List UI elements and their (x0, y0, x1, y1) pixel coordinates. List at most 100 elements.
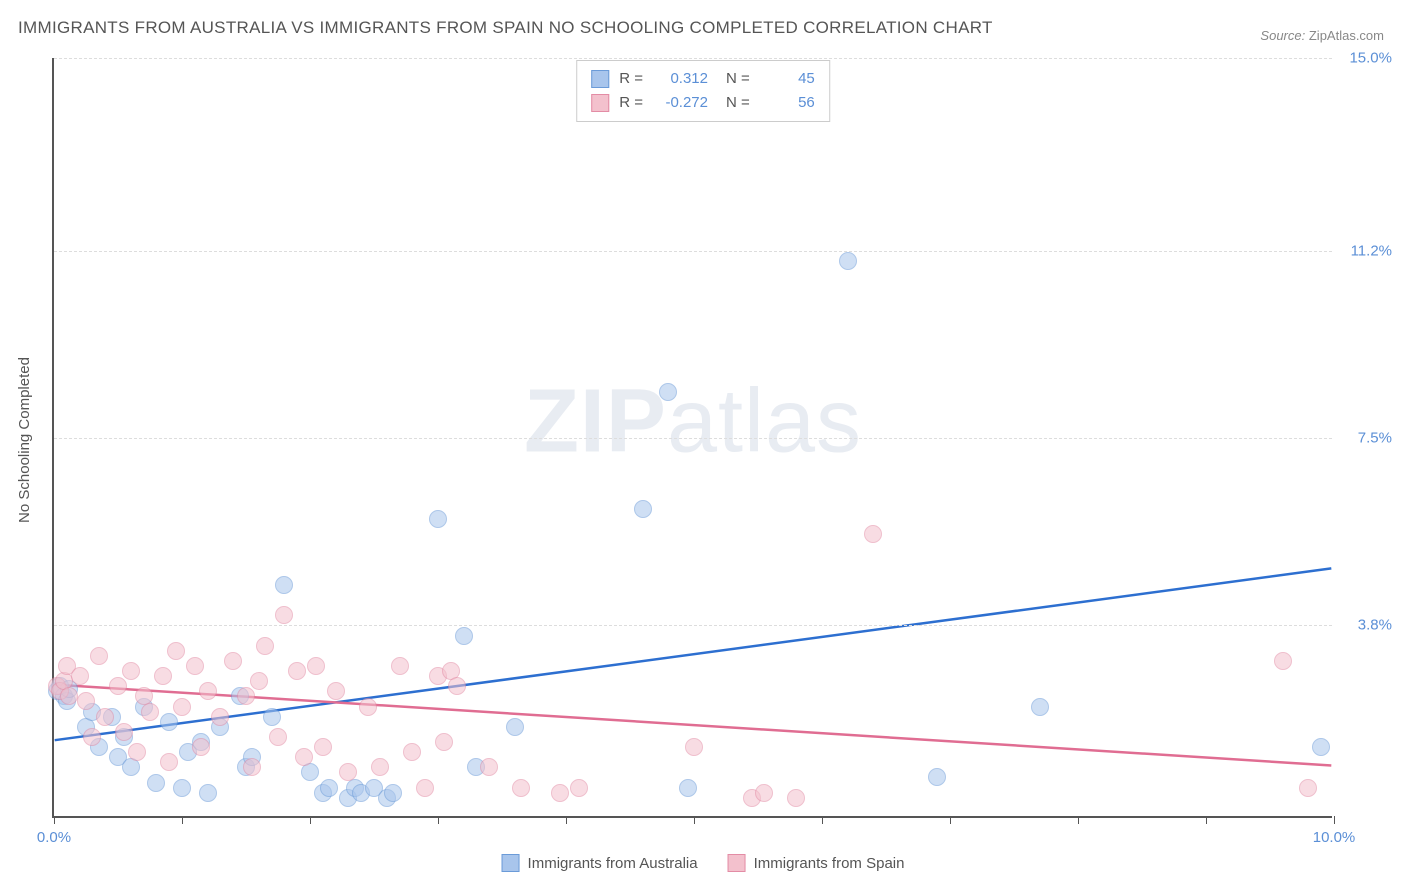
data-point (384, 784, 402, 802)
data-point (192, 738, 210, 756)
data-point (263, 708, 281, 726)
data-point (864, 525, 882, 543)
data-point (141, 703, 159, 721)
data-point (295, 748, 313, 766)
source-value: ZipAtlas.com (1309, 28, 1384, 43)
r-value-spain: -0.272 (653, 91, 708, 115)
data-point (755, 784, 773, 802)
x-tick (310, 816, 311, 824)
data-point (269, 728, 287, 746)
x-tick (1206, 816, 1207, 824)
data-point (173, 779, 191, 797)
x-tick (950, 816, 951, 824)
source-label: Source: (1260, 28, 1305, 43)
x-tick (182, 816, 183, 824)
gridline (54, 438, 1332, 439)
data-point (90, 647, 108, 665)
data-point (679, 779, 697, 797)
data-point (96, 708, 114, 726)
data-point (160, 753, 178, 771)
swatch-australia (502, 854, 520, 872)
y-tick-label: 11.2% (1337, 242, 1392, 259)
correlation-legend: R = 0.312 N = 45 R = -0.272 N = 56 (576, 60, 830, 122)
data-point (403, 743, 421, 761)
y-tick-label: 7.5% (1337, 430, 1392, 447)
gridline (54, 625, 1332, 626)
x-tick-label: 10.0% (1313, 829, 1356, 846)
data-point (186, 657, 204, 675)
r-label: R = (619, 91, 643, 115)
x-tick (694, 816, 695, 824)
data-point (839, 252, 857, 270)
data-point (320, 779, 338, 797)
legend-label-spain: Immigrants from Spain (754, 855, 905, 872)
x-tick (54, 816, 55, 824)
gridline (54, 251, 1332, 252)
data-point (71, 667, 89, 685)
watermark-bold: ZIP (524, 371, 667, 471)
x-tick (566, 816, 567, 824)
data-point (224, 652, 242, 670)
data-point (275, 606, 293, 624)
data-point (1274, 652, 1292, 670)
trend-line (55, 568, 1332, 740)
data-point (199, 784, 217, 802)
swatch-spain (591, 94, 609, 112)
legend-item-spain: Immigrants from Spain (728, 854, 905, 872)
series-legend: Immigrants from Australia Immigrants fro… (502, 854, 905, 872)
data-point (256, 637, 274, 655)
x-tick (1334, 816, 1335, 824)
data-point (250, 672, 268, 690)
watermark: ZIPatlas (524, 370, 862, 473)
plot-area: ZIPatlas 3.8%7.5%11.2%15.0%0.0%10.0% (52, 58, 1332, 818)
n-value-spain: 56 (760, 91, 815, 115)
y-tick-label: 15.0% (1337, 50, 1392, 67)
gridline (54, 58, 1332, 59)
x-tick (822, 816, 823, 824)
x-tick-label: 0.0% (37, 829, 71, 846)
source-attribution: Source: ZipAtlas.com (1260, 28, 1384, 43)
x-tick (438, 816, 439, 824)
y-axis-label: No Schooling Completed (16, 357, 33, 523)
data-point (60, 687, 78, 705)
legend-row-australia: R = 0.312 N = 45 (591, 67, 815, 91)
data-point (167, 642, 185, 660)
data-point (435, 733, 453, 751)
data-point (211, 708, 229, 726)
n-value-australia: 45 (760, 67, 815, 91)
data-point (429, 510, 447, 528)
chart-container: IMMIGRANTS FROM AUSTRALIA VS IMMIGRANTS … (0, 0, 1406, 892)
data-point (570, 779, 588, 797)
watermark-rest: atlas (667, 371, 862, 471)
data-point (1312, 738, 1330, 756)
y-tick-label: 3.8% (1337, 617, 1392, 634)
swatch-australia (591, 70, 609, 88)
x-tick (1078, 816, 1079, 824)
data-point (506, 718, 524, 736)
data-point (314, 738, 332, 756)
data-point (391, 657, 409, 675)
swatch-spain (728, 854, 746, 872)
legend-label-australia: Immigrants from Australia (528, 855, 698, 872)
data-point (448, 677, 466, 695)
data-point (83, 728, 101, 746)
data-point (154, 667, 172, 685)
data-point (512, 779, 530, 797)
data-point (327, 682, 345, 700)
data-point (480, 758, 498, 776)
r-label: R = (619, 67, 643, 91)
data-point (339, 763, 357, 781)
chart-title: IMMIGRANTS FROM AUSTRALIA VS IMMIGRANTS … (18, 18, 993, 38)
data-point (659, 383, 677, 401)
data-point (115, 723, 133, 741)
data-point (634, 500, 652, 518)
data-point (1031, 698, 1049, 716)
data-point (237, 687, 255, 705)
data-point (307, 657, 325, 675)
n-label: N = (726, 91, 750, 115)
data-point (173, 698, 191, 716)
data-point (288, 662, 306, 680)
data-point (147, 774, 165, 792)
data-point (928, 768, 946, 786)
data-point (275, 576, 293, 594)
